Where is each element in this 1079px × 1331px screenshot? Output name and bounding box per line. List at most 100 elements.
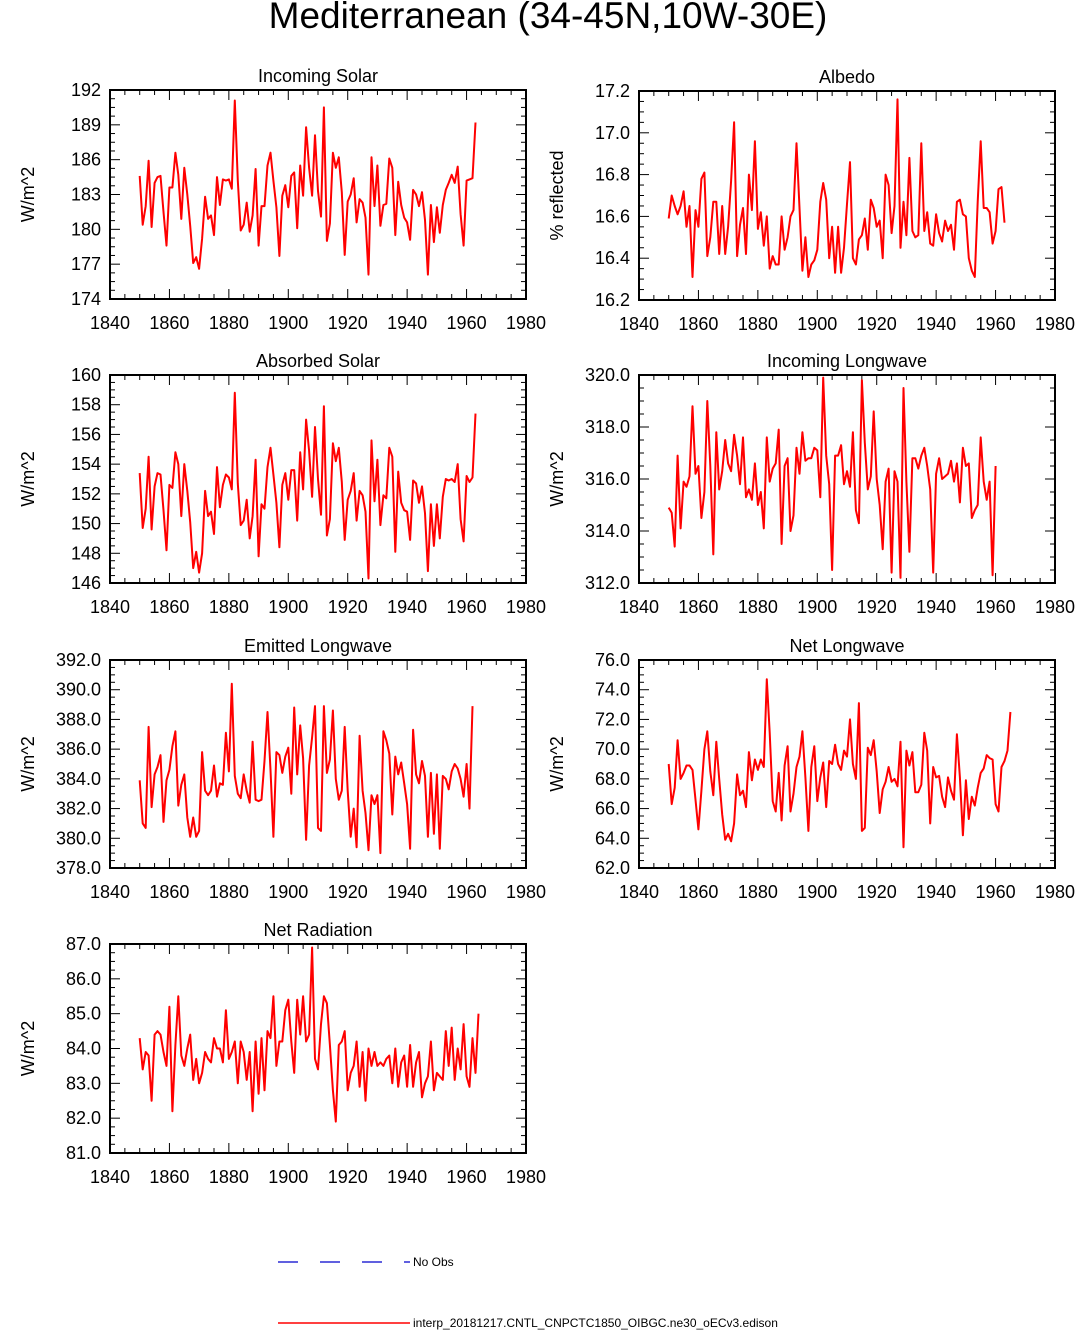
series-line [667, 678, 1012, 849]
x-tick-label: 1940 [916, 882, 956, 902]
y-tick-label: 76.0 [595, 650, 630, 670]
x-tick-label: 1840 [619, 314, 659, 334]
x-tick-label: 1960 [976, 882, 1016, 902]
x-tick-label: 1860 [149, 597, 189, 617]
panel-incoming-solar: Incoming Solar W/m^2 1840 1860 1880 1900 1920 1… [18, 66, 546, 333]
x-tick-label: 1840 [90, 1167, 130, 1187]
x-tick-label: 1900 [268, 313, 308, 333]
y-tick-label: 386.0 [56, 739, 101, 759]
series-line [138, 682, 474, 855]
y-tick-label: 192 [71, 80, 101, 100]
y-tick-label: 150 [71, 514, 101, 534]
y-tick-label: 83.0 [66, 1073, 101, 1093]
panel-title: Net Radiation [263, 920, 372, 940]
y-tick-label: 17.2 [595, 81, 630, 101]
x-tick-label: 1840 [619, 882, 659, 902]
x-tick-label: 1920 [857, 597, 897, 617]
x-tick-label: 1920 [328, 597, 368, 617]
y-tick-label: 74.0 [595, 680, 630, 700]
y-axis-label: W/m^2 [547, 736, 567, 791]
y-tick-label: 84.0 [66, 1039, 101, 1059]
x-tick-label: 1880 [209, 1167, 249, 1187]
y-tick-label: 380.0 [56, 828, 101, 848]
x-tick-label: 1860 [678, 314, 718, 334]
x-tick-label: 1860 [678, 882, 718, 902]
x-tick-label: 1900 [268, 1167, 308, 1187]
y-tick-label: 378.0 [56, 858, 101, 878]
x-tick-label: 1980 [506, 597, 546, 617]
figure-title: Mediterranean (34-45N,10W-30E) [269, 0, 828, 36]
x-tick-label: 1960 [447, 597, 487, 617]
y-tick-label: 16.2 [595, 290, 630, 310]
y-tick-label: 189 [71, 115, 101, 135]
y-tick-label: 174 [71, 289, 101, 309]
panel-title: Albedo [819, 67, 875, 87]
legend-model-label: interp_20181217.CNTL_CNPCTC1850_OIBGC.ne… [413, 1316, 778, 1330]
y-tick-label: 154 [71, 454, 101, 474]
x-tick-label: 1960 [976, 597, 1016, 617]
x-tick-label: 1960 [447, 313, 487, 333]
y-axis-label: W/m^2 [18, 736, 38, 791]
y-axis-label: W/m^2 [18, 167, 38, 222]
x-tick-label: 1880 [738, 597, 778, 617]
series-line [667, 376, 997, 579]
panel-albedo: Albedo % reflected 1840 1860 1880 1900 1920 194… [547, 67, 1075, 334]
x-tick-label: 1940 [387, 1167, 427, 1187]
y-tick-label: 87.0 [66, 934, 101, 954]
y-tick-label: 392.0 [56, 650, 101, 670]
series-line [667, 98, 1006, 278]
x-tick-label: 1920 [857, 882, 897, 902]
y-tick-label: 312.0 [585, 573, 630, 593]
x-tick-label: 1900 [797, 597, 837, 617]
y-tick-label: 70.0 [595, 739, 630, 759]
panel-title: Emitted Longwave [244, 636, 392, 656]
x-tick-label: 1880 [738, 314, 778, 334]
panel-net-radiation: Net Radiation W/m^2 1840 1860 1880 1900 1920 19… [18, 920, 546, 1187]
plot-frame [109, 943, 527, 1154]
x-tick-label: 1840 [90, 882, 130, 902]
y-axis-label: W/m^2 [18, 1021, 38, 1076]
panel-absorbed-solar: Absorbed Solar W/m^2 1840 1860 1880 1900 1920 1… [18, 351, 546, 617]
x-tick-label: 1900 [268, 882, 308, 902]
y-tick-label: 183 [71, 185, 101, 205]
y-tick-label: 16.4 [595, 248, 630, 268]
legend-obs-label: No Obs [413, 1255, 454, 1269]
x-tick-label: 1940 [387, 882, 427, 902]
y-tick-label: 384.0 [56, 769, 101, 789]
y-tick-label: 64.0 [595, 828, 630, 848]
y-tick-label: 17.0 [595, 123, 630, 143]
x-tick-label: 1840 [619, 597, 659, 617]
y-tick-label: 180 [71, 219, 101, 239]
x-tick-label: 1940 [916, 314, 956, 334]
x-tick-label: 1960 [976, 314, 1016, 334]
y-tick-label: 72.0 [595, 709, 630, 729]
x-tick-label: 1960 [447, 1167, 487, 1187]
y-tick-label: 81.0 [66, 1143, 101, 1163]
panel-title: Incoming Longwave [767, 351, 927, 371]
y-tick-label: 146 [71, 573, 101, 593]
x-tick-label: 1920 [328, 1167, 368, 1187]
y-tick-label: 16.6 [595, 206, 630, 226]
y-tick-label: 62.0 [595, 858, 630, 878]
panel-title: Net Longwave [789, 636, 904, 656]
x-tick-label: 1840 [90, 313, 130, 333]
y-tick-label: 390.0 [56, 680, 101, 700]
y-axis-label: W/m^2 [547, 451, 567, 506]
x-tick-label: 1980 [1035, 597, 1075, 617]
x-tick-label: 1920 [328, 313, 368, 333]
x-tick-label: 1860 [149, 313, 189, 333]
y-tick-label: 158 [71, 395, 101, 415]
panel-emitted-longwave: Emitted Longwave W/m^2 1840 1860 1880 1900 192… [18, 636, 546, 902]
y-tick-label: 85.0 [66, 1004, 101, 1024]
y-tick-label: 318.0 [585, 417, 630, 437]
panel-title: Absorbed Solar [256, 351, 380, 371]
y-tick-label: 68.0 [595, 769, 630, 789]
y-tick-label: 86.0 [66, 969, 101, 989]
x-tick-label: 1980 [1035, 314, 1075, 334]
x-tick-label: 1940 [387, 313, 427, 333]
x-tick-label: 1980 [506, 882, 546, 902]
y-tick-label: 388.0 [56, 709, 101, 729]
x-tick-label: 1960 [447, 882, 487, 902]
x-tick-label: 1880 [738, 882, 778, 902]
